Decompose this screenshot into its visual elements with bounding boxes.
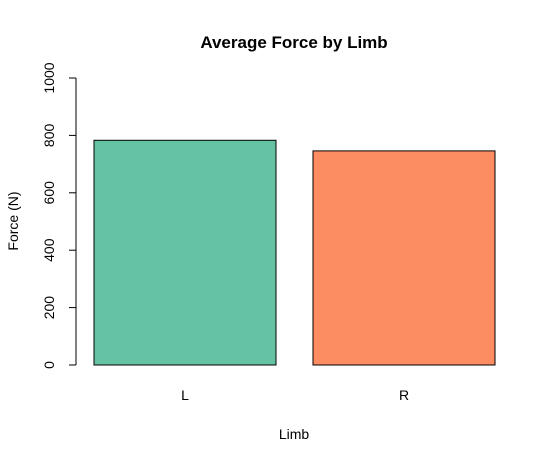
chart-title: Average Force by Limb xyxy=(200,33,387,52)
y-tick-label: 600 xyxy=(41,181,57,205)
bar-r xyxy=(312,150,496,366)
y-tick-label: 0 xyxy=(41,361,57,369)
y-axis-label: Force (N) xyxy=(5,191,21,250)
x-tick-label-r: R xyxy=(399,387,409,403)
y-tick-label: 1000 xyxy=(41,62,57,93)
bars-group xyxy=(93,139,496,366)
y-tick-label: 800 xyxy=(41,124,57,148)
bar-l xyxy=(93,139,277,366)
x-axis-label: Limb xyxy=(279,426,310,442)
y-tick-label: 200 xyxy=(41,296,57,320)
y-tick-label: 400 xyxy=(41,238,57,262)
x-tick-label-l: L xyxy=(181,387,189,403)
y-axis: 0 200 400 600 800 1000 xyxy=(41,62,77,369)
